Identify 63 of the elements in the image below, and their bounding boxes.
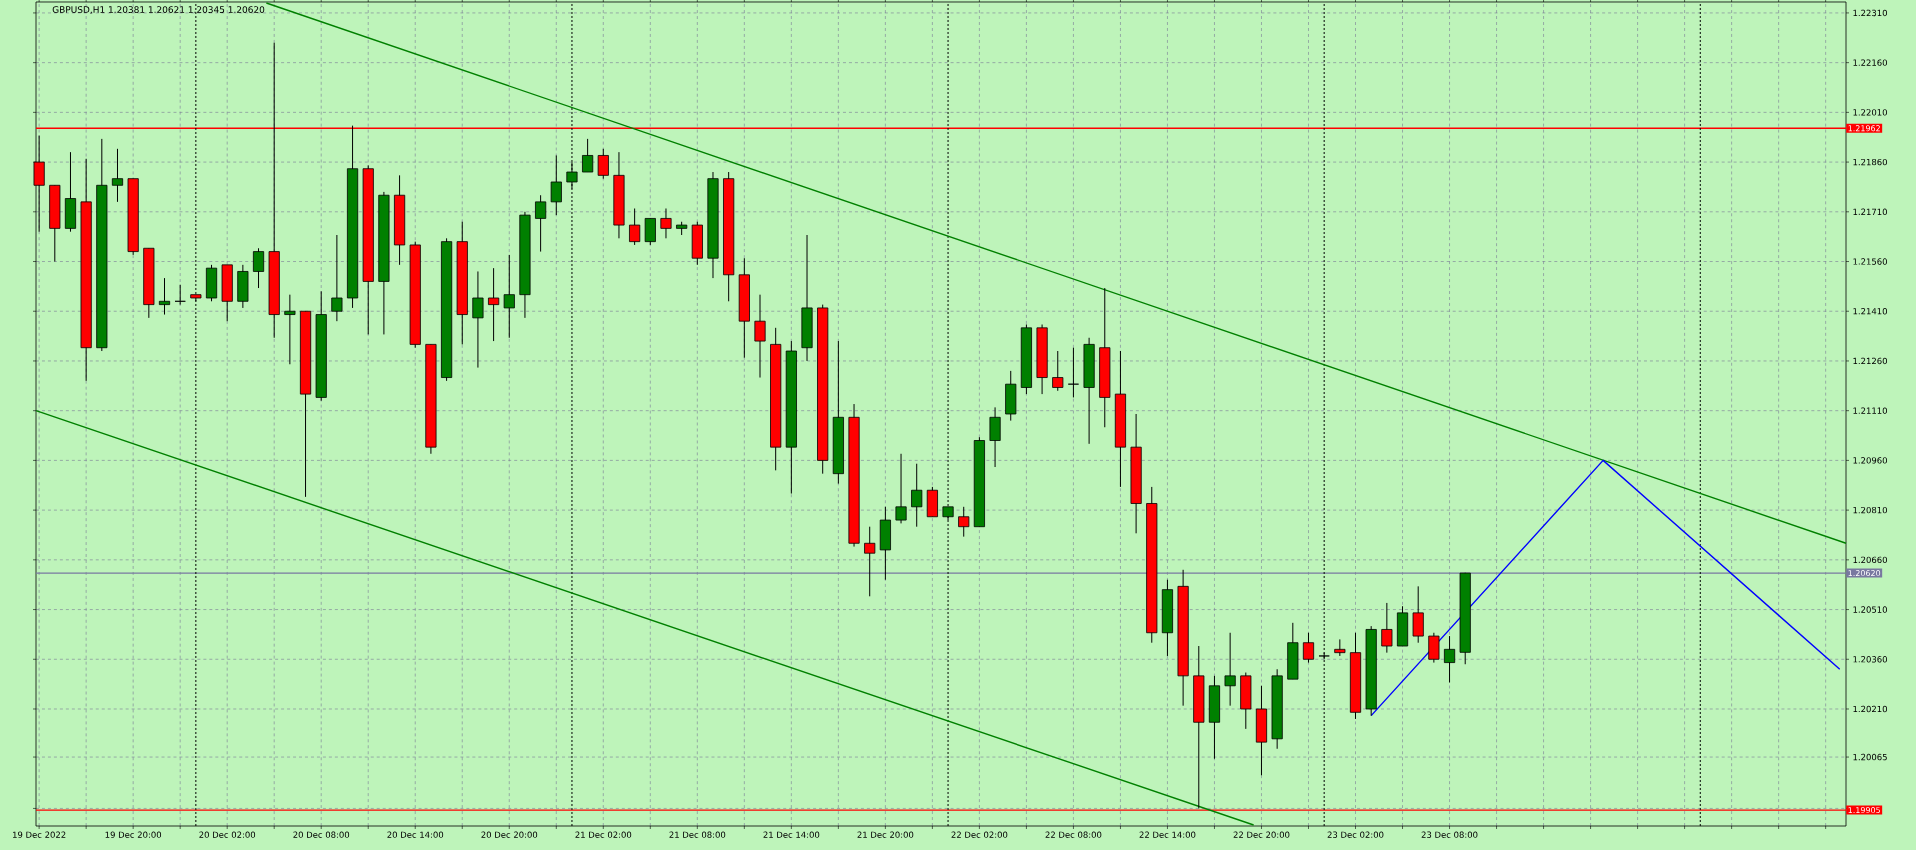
y-tick-label: 1.20510 <box>1853 606 1887 613</box>
candlestick <box>550 154 562 216</box>
candlestick <box>1412 585 1424 644</box>
x-tick-label: 22 Dec 14:00 <box>1139 831 1196 838</box>
candlestick <box>1443 635 1456 683</box>
candlestick <box>472 270 484 369</box>
candlestick <box>629 207 641 246</box>
x-tick-label: 19 Dec 2022 <box>13 831 66 838</box>
candlestick <box>597 148 609 180</box>
candlestick <box>503 254 515 339</box>
candlestick <box>1381 602 1393 654</box>
candlestick <box>1052 350 1064 392</box>
x-tick-label: 20 Dec 08:00 <box>293 831 350 838</box>
x-tick-label: 20 Dec 14:00 <box>387 831 444 838</box>
candlestick <box>111 148 124 203</box>
y-tick-label: 1.21260 <box>1853 357 1887 365</box>
x-tick-label: 20 Dec 02:00 <box>199 831 256 838</box>
x-tick-label: 19 Dec 20:00 <box>105 831 162 838</box>
chart-title: GBPUSD,H1 1.20381 1.20621 1.20345 1.20620 <box>52 6 265 14</box>
candlestick <box>488 267 500 342</box>
candlestick <box>989 406 1001 468</box>
candlestick <box>958 506 970 538</box>
candlestick <box>1224 632 1236 707</box>
y-tick-label: 1.21860 <box>1853 158 1887 166</box>
x-tick-label: 22 Dec 08:00 <box>1045 831 1102 838</box>
candlestick <box>331 234 343 322</box>
x-tick-label: 21 Dec 02:00 <box>575 831 632 838</box>
y-tick-label: 1.22010 <box>1853 109 1887 116</box>
candlestick <box>864 526 876 597</box>
y-tick-label: 1.20660 <box>1853 556 1887 564</box>
candlestick <box>535 194 547 253</box>
candlestick <box>644 217 656 246</box>
y-tick-label: 1.21560 <box>1853 258 1887 265</box>
candlestick <box>158 277 171 316</box>
x-tick-label: 23 Dec 08:00 <box>1421 831 1478 838</box>
candlestick <box>754 294 766 379</box>
candlestick <box>895 453 907 524</box>
y-tick-label: 1.21710 <box>1853 208 1887 216</box>
y-tick-label: 1.20360 <box>1853 656 1887 663</box>
x-tick-label: 20 Dec 20:00 <box>481 831 538 838</box>
y-tick-label: 1.20960 <box>1853 457 1887 464</box>
x-tick-label: 22 Dec 02:00 <box>951 831 1008 838</box>
candlestick <box>252 247 265 289</box>
y-tick-label: 1.21110 <box>1853 407 1887 414</box>
y-tick-label: 1.20810 <box>1853 506 1887 514</box>
y-tick-label: 1.22160 <box>1853 59 1887 66</box>
y-tick-label: 1.20065 <box>1853 753 1887 761</box>
x-tick-label: 23 Dec 02:00 <box>1327 831 1384 838</box>
candlestick <box>1302 632 1315 664</box>
candlestick <box>1067 347 1079 398</box>
x-tick-label: 21 Dec 14:00 <box>763 831 820 838</box>
candlestick <box>174 284 186 306</box>
x-tick-label: 21 Dec 20:00 <box>857 831 914 838</box>
y-tick-label: 1.21410 <box>1853 308 1887 315</box>
y-tick-label: 1.20210 <box>1853 705 1887 713</box>
candlestick <box>284 294 296 365</box>
candlestick <box>911 463 923 528</box>
candlestick <box>660 207 672 239</box>
y-tick-label: 1.22310 <box>1853 9 1887 17</box>
candlestick <box>582 138 594 173</box>
x-tick-label: 21 Dec 08:00 <box>669 831 726 838</box>
candlestick <box>1428 632 1440 664</box>
x-tick-label: 22 Dec 20:00 <box>1233 831 1290 838</box>
